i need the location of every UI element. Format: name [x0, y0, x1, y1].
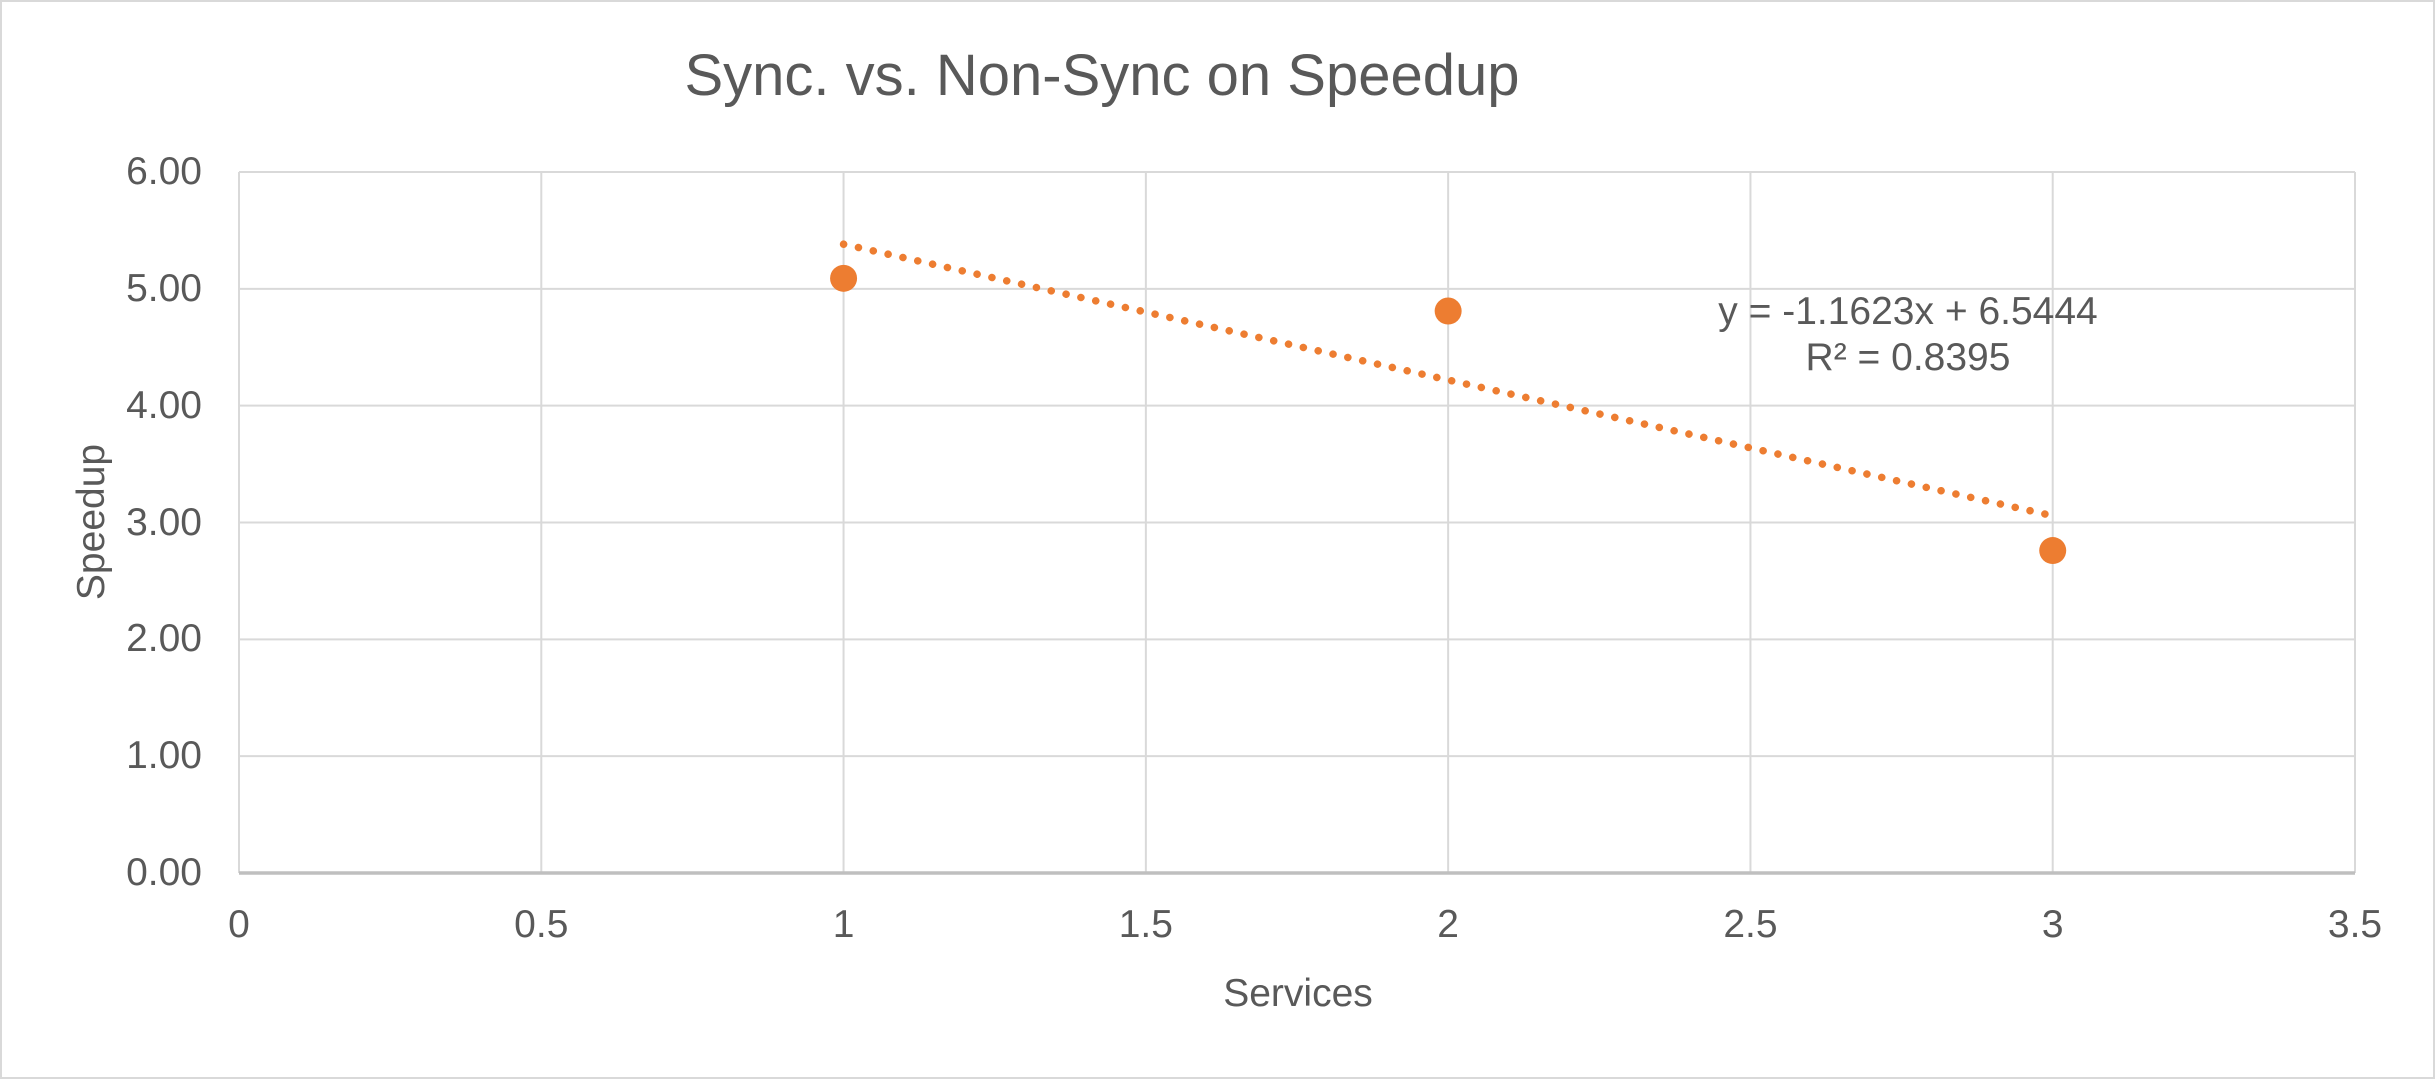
data-point-marker	[1434, 297, 1462, 325]
chart-title: Sync. vs. Non-Sync on Speedup	[684, 43, 1520, 108]
trendline-r-squared: R² = 0.8395	[1805, 336, 2011, 379]
x-tick-label: 1.5	[1118, 903, 1173, 946]
y-tick-label: 4.00	[126, 383, 202, 427]
trendline-label: y = -1.1623x + 6.5444 R² = 0.8395	[1718, 289, 2097, 381]
y-tick-label: 2.00	[126, 617, 202, 661]
x-tick-label: 0	[228, 903, 250, 946]
y-tick-label: 5.00	[126, 266, 202, 310]
x-tick-label: 1	[832, 903, 855, 946]
x-tick-label: 3.5	[2327, 903, 2383, 946]
data-point-marker	[830, 264, 858, 292]
y-tick-label: 1.00	[126, 734, 202, 778]
trendline-equation: y = -1.1623x + 6.5444	[1718, 290, 2098, 333]
data-point-marker	[2039, 537, 2067, 565]
x-axis-title: Services	[1223, 972, 1373, 1015]
x-tick-label: 0.5	[514, 903, 569, 946]
x-tick-label: 2	[1437, 903, 1459, 946]
y-tick-label: 3.00	[126, 500, 202, 544]
x-tick-label: 2.5	[1723, 903, 1778, 946]
x-tick-label: 3	[2041, 903, 2064, 946]
y-tick-label: 0.00	[126, 851, 202, 894]
y-tick-label: 6.00	[126, 150, 202, 193]
trendline	[839, 240, 2057, 520]
